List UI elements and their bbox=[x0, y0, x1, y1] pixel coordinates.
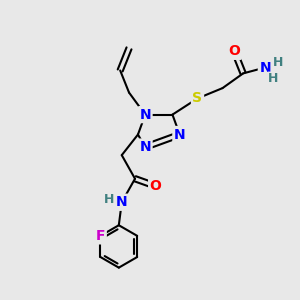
Text: N: N bbox=[116, 195, 127, 209]
Text: N: N bbox=[140, 108, 151, 122]
Text: H: H bbox=[272, 56, 283, 69]
Text: H: H bbox=[268, 72, 279, 85]
Text: O: O bbox=[228, 44, 240, 58]
Text: N: N bbox=[260, 61, 271, 74]
Text: F: F bbox=[96, 229, 105, 243]
Text: N: N bbox=[174, 128, 185, 142]
Text: H: H bbox=[104, 193, 115, 206]
Text: N: N bbox=[140, 140, 151, 154]
Text: O: O bbox=[150, 179, 162, 193]
Text: S: S bbox=[193, 92, 202, 105]
